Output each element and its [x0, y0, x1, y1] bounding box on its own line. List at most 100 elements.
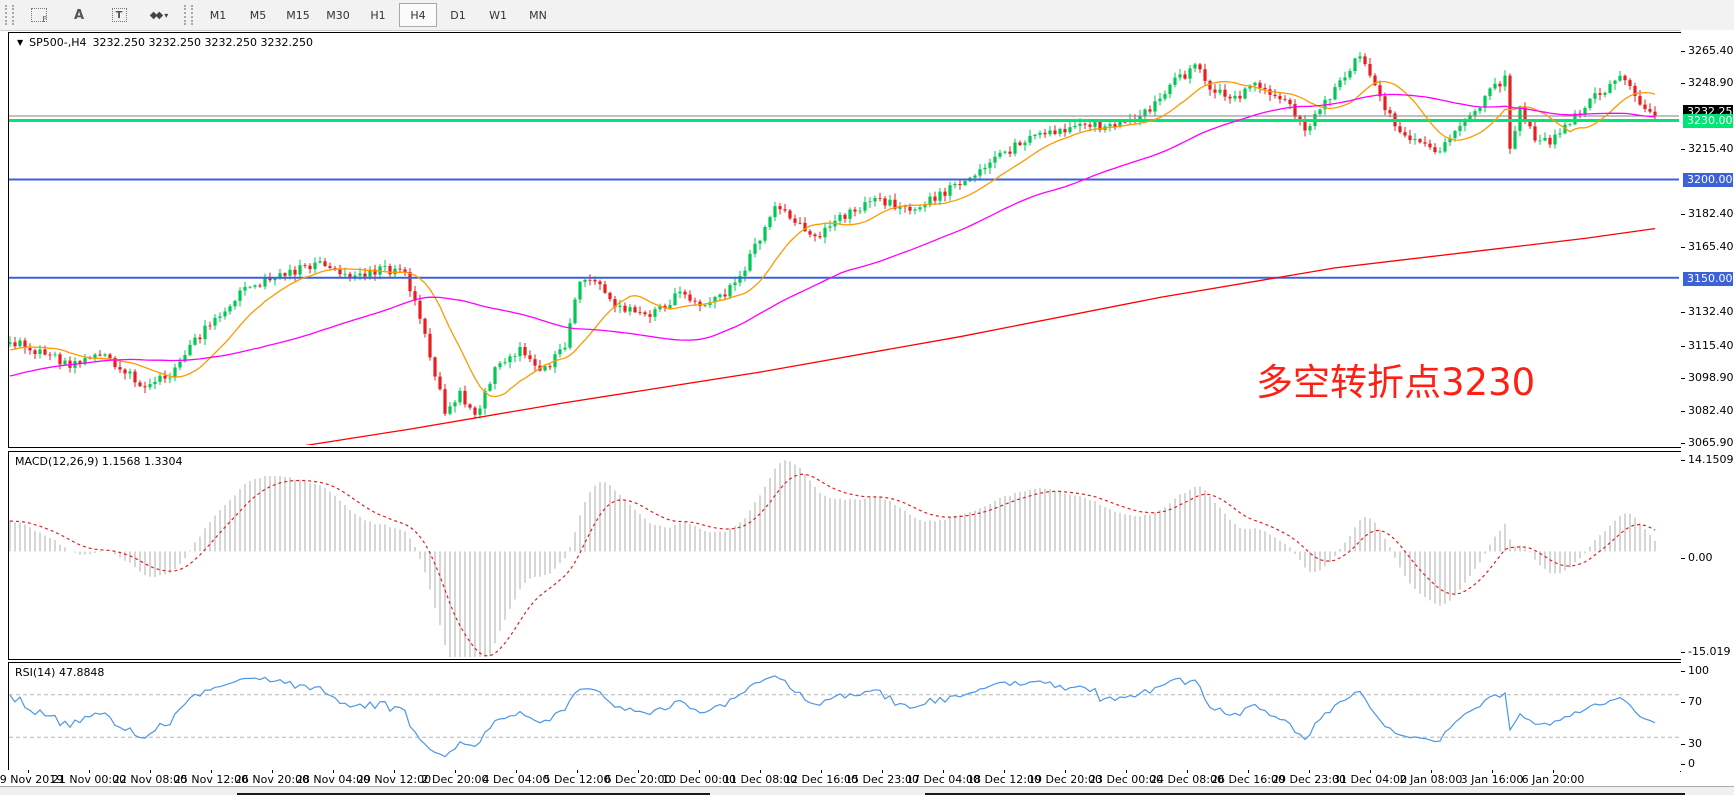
time-tick	[333, 770, 334, 773]
time-label: 3 Jan 16:00	[1460, 773, 1524, 786]
time-tick	[455, 770, 456, 773]
time-tick	[1065, 770, 1066, 773]
timeframe-button-D1[interactable]: D1	[450, 8, 466, 22]
chart-tab-edge	[925, 793, 1685, 795]
rsi-chart[interactable]	[9, 663, 1679, 769]
rsi-axis-70-tick	[1681, 701, 1685, 703]
toolbar-grip-2[interactable]	[184, 5, 193, 25]
grid-f-icon[interactable]: F	[20, 3, 58, 27]
chart-header: ▼ SP500-,H4 3232.250 3232.250 3232.250 3…	[17, 36, 313, 49]
main-chart-panel[interactable]: ▼ SP500-,H4 3232.250 3232.250 3232.250 3…	[8, 32, 1682, 448]
price-tick-3215.400: 3215.400	[1688, 142, 1734, 156]
chart-tab-edge	[237, 793, 710, 795]
macd-axis-0.00: 0.00	[1688, 551, 1713, 565]
macd-panel[interactable]: MACD(12,26,9) 1.1568 1.3304	[8, 451, 1682, 660]
price-tick-3248.900: 3248.900	[1688, 76, 1734, 90]
rsi-axis-0-tick	[1681, 764, 1685, 765]
text-box-icon[interactable]: T	[100, 3, 138, 27]
macd-chart[interactable]	[9, 452, 1679, 657]
toolbar-grip[interactable]	[5, 5, 14, 25]
time-tick	[1309, 770, 1310, 773]
timeframe-button-M1[interactable]: M1	[209, 8, 227, 22]
price-tick-3082.400: 3082.400	[1688, 403, 1734, 417]
time-label: 2 Dec 20:00	[421, 773, 489, 786]
time-tick	[1492, 770, 1493, 773]
symbol-dropdown-icon[interactable]: ▼	[17, 38, 24, 47]
rsi-axis-70: 70	[1688, 694, 1702, 708]
time-label: 10 Dec 00:00	[662, 773, 736, 786]
time-tick	[516, 770, 517, 773]
price-tick-3182.400-tick	[1681, 214, 1685, 216]
level-badge-3150.000: 3150.000	[1683, 271, 1734, 286]
time-tick	[882, 770, 883, 773]
chart-annotation-text: 多空转折点3230	[1256, 361, 1536, 404]
time-tick	[1431, 770, 1432, 773]
rsi-axis-0: 0	[1688, 757, 1695, 770]
price-tick-3248.900-tick	[1681, 83, 1685, 85]
level-badge-3230.000: 3230.000	[1683, 114, 1734, 129]
time-label: 6 Jan 20:00	[1521, 773, 1585, 786]
time-tick	[943, 770, 944, 773]
price-scale[interactable]: 3265.400 3248.900 3215.400 3182.400 3165.400…	[1681, 30, 1734, 786]
chart-tab-bar[interactable]	[0, 786, 1734, 795]
time-label: 21 Nov 00:00	[51, 773, 127, 786]
time-label: 28 Nov 04:00	[295, 773, 371, 786]
time-label: 19 Dec 20:00	[1028, 773, 1102, 786]
macd-axis-0.00-tick	[1681, 558, 1685, 560]
level-badge-3200.000: 3200.000	[1683, 173, 1734, 188]
time-label: 24 Dec 08:00	[1150, 773, 1224, 786]
macd-axis-14.1509: 14.1509	[1688, 453, 1734, 466]
time-tick	[760, 770, 761, 773]
price-tick-3098.900: 3098.900	[1688, 371, 1734, 385]
price-tick-3165.400-tick	[1681, 247, 1685, 249]
price-tick-3215.400-tick	[1681, 149, 1685, 151]
time-label: 25 Nov 12:00	[173, 773, 249, 786]
price-tick-3098.900-tick	[1681, 378, 1685, 380]
time-label: 4 Dec 04:00	[482, 773, 550, 786]
candlestick-chart[interactable]	[9, 33, 1679, 445]
time-tick	[1187, 770, 1188, 773]
price-tick-3065.900-tick	[1681, 443, 1685, 445]
timeframe-button-M30[interactable]: M30	[326, 8, 350, 22]
time-tick	[150, 770, 151, 773]
time-tick	[394, 770, 395, 773]
price-tick-3115.400: 3115.400	[1688, 338, 1734, 352]
rsi-panel[interactable]: RSI(14) 47.8848	[8, 662, 1682, 772]
rsi-axis-30: 30	[1688, 737, 1702, 751]
timeframe-button-H4[interactable]: H4	[399, 3, 437, 27]
time-label: 26 Dec 16:00	[1211, 773, 1285, 786]
symbol-timeframe-label: SP500-,H4	[29, 36, 87, 49]
time-label: 31 Dec 04:00	[1333, 773, 1407, 786]
price-tick-3265.400: 3265.400	[1688, 43, 1734, 57]
time-tick	[1553, 770, 1554, 773]
arrow-objects-icon[interactable]: ◆◆ ▾	[149, 9, 169, 21]
time-tick	[272, 770, 273, 773]
timeframe-button-MN[interactable]: MN	[529, 8, 547, 22]
time-label: 6 Dec 20:00	[604, 773, 672, 786]
time-tick	[1248, 770, 1249, 773]
macd-label: MACD(12,26,9) 1.1568 1.3304	[15, 455, 183, 468]
dropdown-caret-icon[interactable]: ▾	[164, 10, 169, 20]
text-label-icon[interactable]: A	[73, 7, 85, 23]
time-tick	[699, 770, 700, 773]
macd-axis--15.019: -15.019	[1688, 645, 1731, 658]
time-tick	[211, 770, 212, 773]
timeframe-button-M5[interactable]: M5	[249, 8, 267, 22]
price-tick-3132.400: 3132.400	[1688, 305, 1734, 319]
price-tick-3132.400-tick	[1681, 312, 1685, 314]
rsi-axis-30-tick	[1681, 744, 1685, 746]
timeframe-button-H1[interactable]: H1	[370, 8, 386, 22]
ohlc-values: 3232.250 3232.250 3232.250 3232.250	[92, 36, 313, 49]
price-tick-3165.400: 3165.400	[1688, 240, 1734, 254]
time-label: 2 Jan 08:00	[1399, 773, 1463, 786]
timeframe-button-W1[interactable]: W1	[489, 8, 507, 22]
time-label: 26 Nov 20:00	[234, 773, 310, 786]
macd-axis--15.019-tick	[1681, 652, 1685, 653]
time-tick	[28, 770, 29, 773]
rsi-axis-100: 100	[1688, 664, 1709, 677]
price-tick-3182.400: 3182.400	[1688, 207, 1734, 221]
time-label: 22 Nov 08:00	[112, 773, 188, 786]
timeframe-button-M15[interactable]: M15	[286, 8, 310, 22]
time-label: 29 Nov 12:00	[356, 773, 432, 786]
